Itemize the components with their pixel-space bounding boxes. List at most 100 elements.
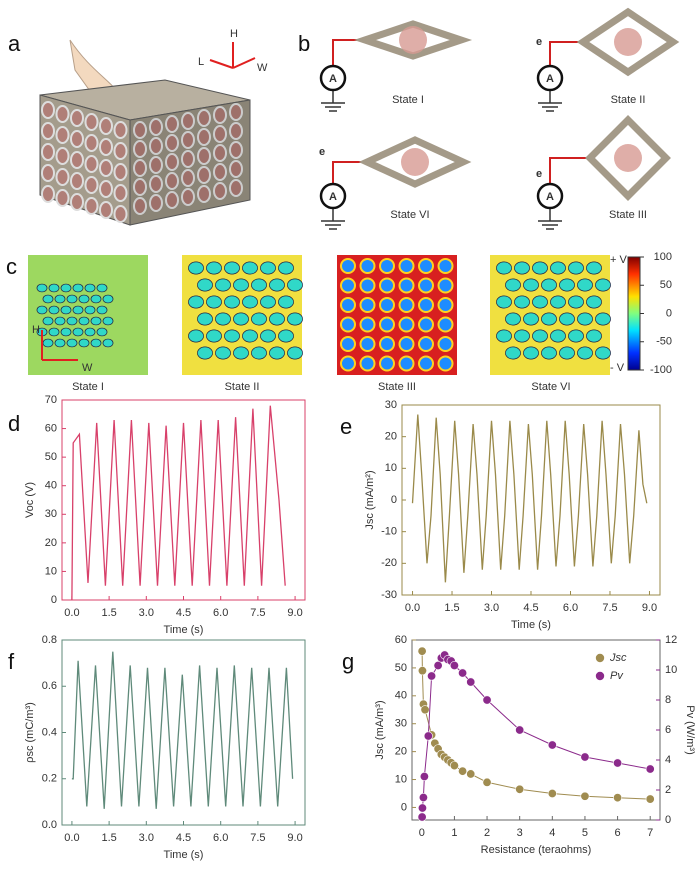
electrode [353, 20, 473, 60]
point [580, 791, 590, 801]
y-tick-label: 0.8 [42, 634, 57, 646]
x-axis-title: Time (s) [164, 624, 204, 636]
electron-label: e [536, 36, 542, 48]
point [427, 671, 437, 681]
cell [398, 258, 415, 274]
cell [72, 305, 84, 315]
cell [505, 346, 521, 360]
ring [165, 134, 179, 152]
particle [614, 28, 642, 56]
cell [269, 346, 285, 360]
cell [379, 258, 395, 274]
point [515, 725, 525, 735]
y2-tick-label: 8 [665, 694, 671, 706]
ring [229, 160, 243, 178]
ring [181, 188, 195, 206]
map [28, 255, 148, 375]
ring [41, 122, 55, 140]
ring [197, 109, 211, 127]
point [547, 788, 557, 798]
ring [41, 185, 55, 203]
colorbar [627, 256, 641, 371]
cell [197, 312, 213, 326]
particle [401, 148, 429, 176]
cell [278, 295, 294, 309]
colorbar-bottom: - V [610, 362, 625, 374]
cell [96, 283, 108, 293]
cell [242, 261, 258, 275]
ring [41, 143, 55, 161]
y-axis-title: Voc (V) [24, 482, 36, 518]
cell [251, 312, 267, 326]
ring [55, 189, 70, 207]
cell [379, 336, 395, 352]
x-tick-label: 3.0 [139, 832, 154, 844]
cell [586, 295, 602, 309]
state-label: State III [378, 381, 416, 393]
cell [541, 346, 557, 360]
point [417, 646, 427, 656]
y-tick-label: 20 [45, 537, 57, 549]
ammeter [319, 64, 347, 92]
cell [577, 278, 593, 292]
cell [42, 316, 54, 326]
ring [99, 201, 113, 219]
cell [242, 295, 258, 309]
cell [398, 355, 415, 372]
cell [418, 258, 434, 274]
ring [181, 150, 195, 168]
y-tick-label: -20 [381, 557, 397, 569]
cell [206, 329, 222, 343]
cell [541, 278, 557, 292]
cell [340, 277, 356, 294]
cell [398, 336, 415, 352]
cell [496, 329, 512, 343]
cell [215, 278, 231, 292]
potential-maps [28, 255, 611, 375]
ammeter-label: A [546, 73, 554, 85]
ring [229, 122, 243, 140]
x-tick-label: 4.5 [523, 602, 538, 614]
cell [437, 336, 454, 352]
x-tick-label: 4.5 [176, 607, 191, 619]
x-tick-label: 3.0 [139, 607, 154, 619]
cell [215, 346, 231, 360]
colorbar-top: + V [610, 254, 627, 266]
cell [437, 297, 454, 313]
y-tick-label: 40 [45, 480, 57, 492]
y-tick-label: 0.4 [42, 726, 57, 738]
x-tick-label: 0.0 [64, 832, 79, 844]
cell [418, 277, 434, 294]
x-tick-label: 4.5 [176, 832, 191, 844]
panel-letter: b [298, 31, 310, 56]
axis-label: L [198, 56, 204, 68]
state-label: State VI [390, 209, 429, 221]
y-tick-label: -30 [381, 589, 397, 601]
y-tick-label: 30 [395, 718, 407, 730]
y-tick-label: 60 [45, 422, 57, 434]
point [466, 769, 476, 779]
cell [96, 327, 108, 337]
x-tick-label: 3.0 [484, 602, 499, 614]
state-label: State III [609, 209, 647, 221]
ring [165, 172, 179, 190]
y2-tick-label: 10 [665, 664, 677, 676]
y-tick-label: 50 [45, 451, 57, 463]
cell [36, 305, 48, 315]
ring [181, 169, 195, 187]
cell [340, 316, 356, 333]
ring [213, 144, 227, 162]
ring [70, 130, 84, 148]
cell [42, 294, 54, 304]
ring [197, 128, 211, 146]
ring [84, 134, 99, 152]
ring [133, 140, 147, 158]
cell [398, 316, 415, 333]
cell [532, 261, 548, 275]
cell [60, 305, 72, 315]
cell [260, 329, 276, 343]
ring [213, 125, 227, 143]
y-tick-label: 0.0 [42, 819, 57, 831]
cell [42, 338, 54, 348]
